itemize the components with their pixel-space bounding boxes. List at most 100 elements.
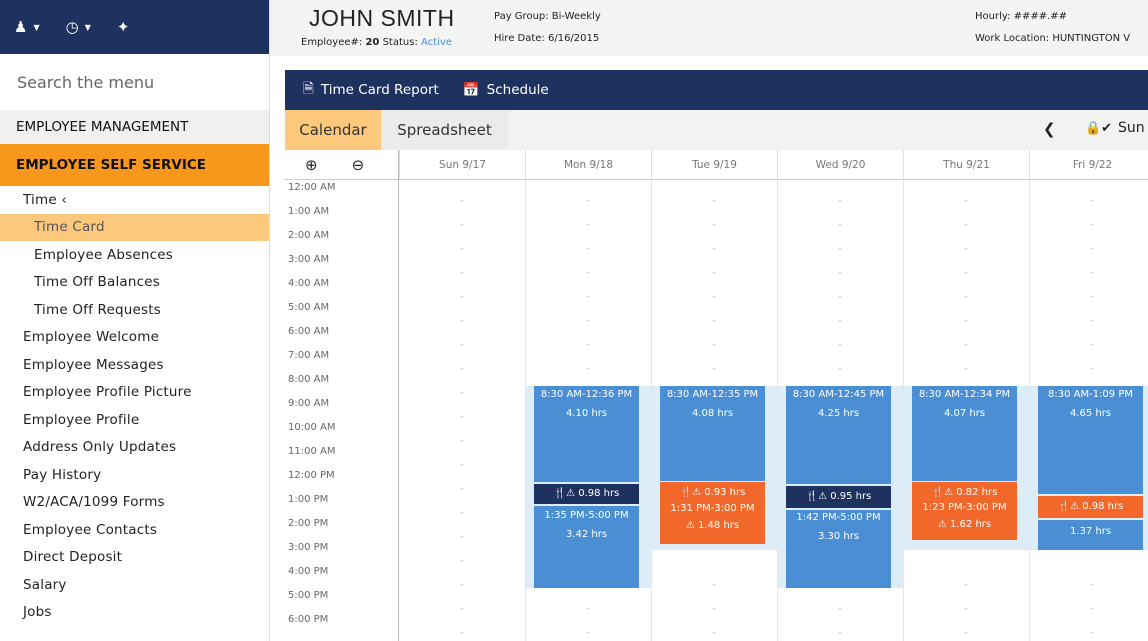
empty-slot[interactable]: - [964, 220, 968, 230]
empty-slot[interactable]: - [712, 580, 716, 590]
day-header[interactable]: Mon 9/18 [525, 150, 651, 180]
empty-slot[interactable]: - [838, 292, 842, 302]
empty-slot[interactable]: - [838, 244, 842, 254]
empty-slot[interactable]: - [712, 316, 716, 326]
empty-slot[interactable]: - [586, 604, 590, 614]
sidebar-item-address-only-updates[interactable]: Address Only Updates [23, 439, 177, 456]
day-header[interactable]: Sun 9/17 [399, 150, 525, 180]
empty-slot[interactable]: - [712, 340, 716, 350]
section-employee-management[interactable]: EMPLOYEE MANAGEMENT [0, 110, 269, 144]
break-block-mon[interactable]: 🍴⚠ 0.98 hrs [534, 484, 639, 504]
pin-button[interactable]: ✦ [117, 18, 130, 36]
zoom-out-icon[interactable]: ⊖ [351, 156, 365, 174]
break-block-wed[interactable]: 🍴⚠ 0.95 hrs [786, 486, 891, 508]
break-block-fri[interactable]: 🍴⚠ 0.98 hrs [1038, 496, 1143, 518]
user-menu-button[interactable]: ♟ ▼ [14, 18, 40, 36]
previous-week-button[interactable]: ❮ [1043, 120, 1056, 138]
empty-slot[interactable]: - [838, 604, 842, 614]
empty-slot[interactable]: - [1090, 340, 1094, 350]
day-header[interactable]: Thu 9/21 [903, 150, 1029, 180]
empty-slot[interactable]: - [460, 556, 464, 566]
empty-slot[interactable]: - [1090, 580, 1094, 590]
shift-block-wed-am[interactable]: 8:30 AM-12:45 PM 4.25 hrs [786, 386, 891, 484]
empty-slot[interactable]: - [460, 628, 464, 638]
empty-slot[interactable]: - [1090, 268, 1094, 278]
day-header[interactable]: Tue 9/19 [651, 150, 777, 180]
menu-search-input[interactable]: Search the menu [0, 54, 269, 110]
empty-slot[interactable]: - [460, 340, 464, 350]
empty-slot[interactable]: - [964, 340, 968, 350]
empty-slot[interactable]: - [838, 196, 842, 206]
sidebar-item-employee-absences[interactable]: Employee Absences [34, 246, 174, 263]
empty-slot[interactable]: - [712, 364, 716, 374]
empty-slot[interactable]: - [460, 196, 464, 206]
empty-slot[interactable]: - [586, 364, 590, 374]
sidebar-item-pay-history[interactable]: Pay History [23, 466, 102, 483]
empty-slot[interactable]: - [712, 196, 716, 206]
empty-slot[interactable]: - [1090, 292, 1094, 302]
empty-slot[interactable]: - [1090, 244, 1094, 254]
clock-menu-button[interactable]: ◷ ▼ [66, 18, 91, 36]
sidebar-item-time-card[interactable]: Time Card [0, 213, 269, 241]
lock-check-icon[interactable]: 🔒✔ [1085, 121, 1113, 136]
time-card-report-button[interactable]: 🗎 Time Card Report [303, 79, 439, 102]
shift-block-tue-am[interactable]: 8:30 AM-12:35 PM 4.08 hrs [660, 386, 765, 481]
empty-slot[interactable]: - [460, 220, 464, 230]
empty-slot[interactable]: - [964, 628, 968, 638]
zoom-in-icon[interactable]: ⊕ [305, 156, 318, 174]
empty-slot[interactable]: - [964, 604, 968, 614]
empty-slot[interactable]: - [964, 196, 968, 206]
day-header[interactable]: Fri 9/22 [1029, 150, 1148, 180]
empty-slot[interactable]: - [460, 388, 464, 398]
sidebar-item-employee-messages[interactable]: Employee Messages [23, 356, 164, 373]
empty-slot[interactable]: - [460, 364, 464, 374]
sidebar-item-employee-welcome[interactable]: Employee Welcome [23, 329, 160, 346]
empty-slot[interactable]: - [838, 628, 842, 638]
empty-slot[interactable]: - [460, 292, 464, 302]
empty-slot[interactable]: - [586, 220, 590, 230]
empty-slot[interactable]: - [712, 292, 716, 302]
sidebar-item-employee-contacts[interactable]: Employee Contacts [23, 521, 158, 538]
empty-slot[interactable]: - [838, 316, 842, 326]
empty-slot[interactable]: - [460, 604, 464, 614]
empty-slot[interactable]: - [586, 292, 590, 302]
schedule-button[interactable]: 📅 Schedule [463, 82, 549, 98]
empty-slot[interactable]: - [1090, 628, 1094, 638]
shift-block-mon-am[interactable]: 8:30 AM-12:36 PM 4.10 hrs [534, 386, 639, 482]
empty-slot[interactable]: - [460, 316, 464, 326]
empty-slot[interactable]: - [460, 508, 464, 518]
empty-slot[interactable]: - [712, 244, 716, 254]
empty-slot[interactable]: - [460, 436, 464, 446]
sidebar-item-salary[interactable]: Salary [23, 576, 67, 593]
empty-slot[interactable]: - [586, 316, 590, 326]
shift-block-fri-am[interactable]: 8:30 AM-1:09 PM 4.65 hrs [1038, 386, 1143, 494]
sidebar-item-time-off-requests[interactable]: Time Off Requests [34, 301, 162, 318]
sidebar-item-time-off-balances[interactable]: Time Off Balances [34, 274, 161, 291]
empty-slot[interactable]: - [460, 268, 464, 278]
empty-slot[interactable]: - [964, 292, 968, 302]
empty-slot[interactable]: - [838, 364, 842, 374]
empty-slot[interactable]: - [1090, 196, 1094, 206]
empty-slot[interactable]: - [460, 460, 464, 470]
tab-spreadsheet[interactable]: Spreadsheet [381, 110, 508, 150]
empty-slot[interactable]: - [586, 628, 590, 638]
empty-slot[interactable]: - [838, 268, 842, 278]
empty-slot[interactable]: - [838, 220, 842, 230]
sidebar-item-jobs[interactable]: Jobs [23, 604, 52, 621]
empty-slot[interactable]: - [460, 412, 464, 422]
empty-slot[interactable]: - [964, 244, 968, 254]
empty-slot[interactable]: - [1090, 604, 1094, 614]
sidebar-item-w2-forms[interactable]: W2/ACA/1099 Forms [23, 494, 165, 511]
week-start-label[interactable]: Sun [1118, 120, 1145, 136]
empty-slot[interactable]: - [712, 604, 716, 614]
section-employee-self-service[interactable]: EMPLOYEE SELF SERVICE [0, 144, 269, 186]
sidebar-item-employee-profile[interactable]: Employee Profile [23, 411, 140, 428]
empty-slot[interactable]: - [712, 628, 716, 638]
tab-calendar[interactable]: Calendar [285, 110, 381, 150]
empty-slot[interactable]: - [838, 340, 842, 350]
empty-slot[interactable]: - [586, 268, 590, 278]
empty-slot[interactable]: - [1090, 364, 1094, 374]
shift-block-mon-pm[interactable]: 1:35 PM-5:00 PM 3.42 hrs [534, 506, 639, 588]
empty-slot[interactable]: - [964, 316, 968, 326]
empty-slot[interactable]: - [460, 580, 464, 590]
